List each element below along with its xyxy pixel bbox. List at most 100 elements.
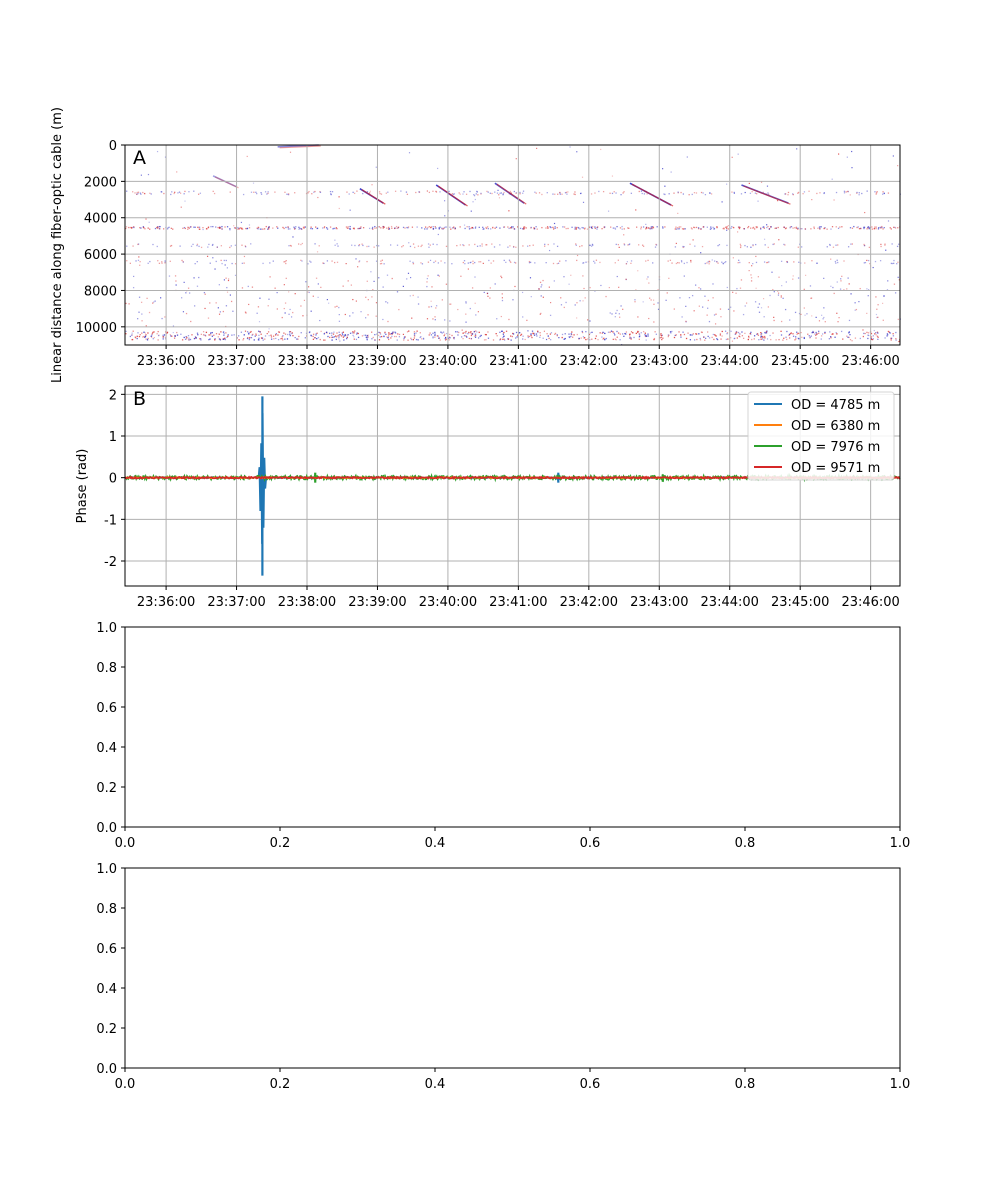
heatmap-band-pixel xyxy=(738,259,740,261)
heatmap-band-pixel xyxy=(463,191,465,193)
heatmap-band-pixel xyxy=(580,337,582,339)
heatmap-pixel xyxy=(244,330,247,332)
heatmap-band-pixel xyxy=(831,333,833,335)
heatmap-band-pixel xyxy=(819,228,821,230)
heatmap-pixel xyxy=(226,291,229,293)
heatmap-band-pixel xyxy=(247,337,249,339)
heatmap-band-pixel xyxy=(763,226,765,228)
heatmap-band-pixel xyxy=(205,227,208,230)
heatmap-band-pixel xyxy=(505,261,507,264)
heatmap-pixel xyxy=(172,331,174,334)
heatmap-band-pixel xyxy=(867,332,870,334)
heatmap-band-pixel xyxy=(550,332,553,334)
heatmap-band-pixel xyxy=(430,334,433,336)
heatmap-band-pixel xyxy=(768,193,770,196)
heatmap-band-pixel xyxy=(612,338,614,341)
heatmap-band-pixel xyxy=(621,228,623,230)
heatmap-band-pixel xyxy=(431,286,433,288)
heatmap-band-pixel xyxy=(331,339,333,341)
heatmap-band-pixel xyxy=(206,228,208,230)
heatmap-pixel xyxy=(746,302,748,304)
heatmap-pixel xyxy=(463,331,465,334)
heatmap-pixel xyxy=(229,229,231,231)
heatmap-band-pixel xyxy=(561,193,563,195)
heatmap-band-pixel xyxy=(403,337,405,340)
heatmap-band-pixel xyxy=(591,243,594,246)
heatmap-band-pixel xyxy=(858,194,860,196)
heatmap-band-pixel xyxy=(835,244,837,246)
heatmap-pixel xyxy=(474,302,476,304)
heatmap-band-pixel xyxy=(736,287,738,290)
heatmap-band-pixel xyxy=(432,228,435,230)
x-tick-label: 23:38:00 xyxy=(278,595,336,610)
heatmap-band-pixel xyxy=(258,337,260,339)
heatmap-pixel xyxy=(341,333,344,335)
heatmap-band-pixel xyxy=(538,288,540,290)
heatmap-band-pixel xyxy=(371,227,374,230)
heatmap-band-pixel xyxy=(797,228,799,230)
heatmap-pixel xyxy=(716,261,718,263)
heatmap-band-pixel xyxy=(246,337,249,340)
heatmap-band-pixel xyxy=(785,227,787,229)
heatmap-band-pixel xyxy=(847,277,849,279)
heatmap-band-pixel xyxy=(530,227,532,229)
heatmap-band-pixel xyxy=(406,226,408,229)
heatmap-band-pixel xyxy=(523,226,525,228)
heatmap-band-pixel xyxy=(763,261,766,263)
heatmap-band-pixel xyxy=(241,244,243,246)
legend-label: OD = 9571 m xyxy=(791,461,880,476)
heatmap-pixel xyxy=(581,176,584,178)
heatmap-band-pixel xyxy=(870,332,873,335)
heatmap-pixel xyxy=(357,266,359,268)
heatmap-band-pixel xyxy=(677,191,679,193)
heatmap-band-pixel xyxy=(332,228,334,230)
heatmap-band-pixel xyxy=(549,333,552,335)
heatmap-pixel xyxy=(472,201,474,203)
heatmap-band-pixel xyxy=(419,336,421,339)
heatmap-band-pixel xyxy=(876,335,879,337)
heatmap-band-pixel xyxy=(331,332,333,334)
heatmap-band-pixel xyxy=(383,263,385,265)
heatmap-band-pixel xyxy=(582,275,584,277)
heatmap-band-pixel xyxy=(766,330,768,332)
heatmap-band-pixel xyxy=(438,337,441,339)
heatmap-band-pixel xyxy=(893,262,895,265)
heatmap-band-pixel xyxy=(323,227,325,229)
heatmap-pixel xyxy=(766,185,769,187)
heatmap-band-pixel xyxy=(619,339,621,341)
heatmap-band-pixel xyxy=(780,260,783,262)
heatmap-band-pixel xyxy=(786,330,788,333)
heatmap-band-pixel xyxy=(358,244,361,246)
heatmap-band-pixel xyxy=(837,321,839,323)
heatmap-band-pixel xyxy=(741,335,744,337)
heatmap-band-pixel xyxy=(286,338,289,340)
heatmap-band-pixel xyxy=(819,226,821,228)
heatmap-pixel xyxy=(248,224,251,226)
heatmap-pixel xyxy=(548,286,550,288)
heatmap-pixel xyxy=(685,305,687,307)
heatmap-band-pixel xyxy=(583,228,586,230)
heatmap-band-pixel xyxy=(684,228,686,230)
heatmap-band-pixel xyxy=(470,261,472,263)
heatmap-band-pixel xyxy=(384,331,386,333)
x-tick-label: 23:37:00 xyxy=(207,354,265,369)
heatmap-band-pixel xyxy=(418,191,421,193)
heatmap-pixel xyxy=(686,156,688,158)
heatmap-band-pixel xyxy=(787,194,789,196)
heatmap-band-pixel xyxy=(840,330,843,333)
heatmap-band-pixel xyxy=(257,339,260,341)
heatmap-band-pixel xyxy=(434,331,436,334)
heatmap-band-pixel xyxy=(582,227,585,229)
heatmap-band-pixel xyxy=(125,227,127,230)
heatmap-band-pixel xyxy=(220,245,223,247)
heatmap-band-pixel xyxy=(834,260,837,263)
heatmap-band-pixel xyxy=(199,338,201,340)
heatmap-pixel xyxy=(206,255,209,257)
heatmap-band-pixel xyxy=(680,260,683,262)
heatmap-band-pixel xyxy=(210,332,212,334)
heatmap-band-pixel xyxy=(486,190,488,193)
heatmap-band-pixel xyxy=(310,227,312,230)
heatmap-band-pixel xyxy=(402,226,405,229)
heatmap-band-pixel xyxy=(490,228,492,230)
heatmap-band-pixel xyxy=(483,228,485,230)
